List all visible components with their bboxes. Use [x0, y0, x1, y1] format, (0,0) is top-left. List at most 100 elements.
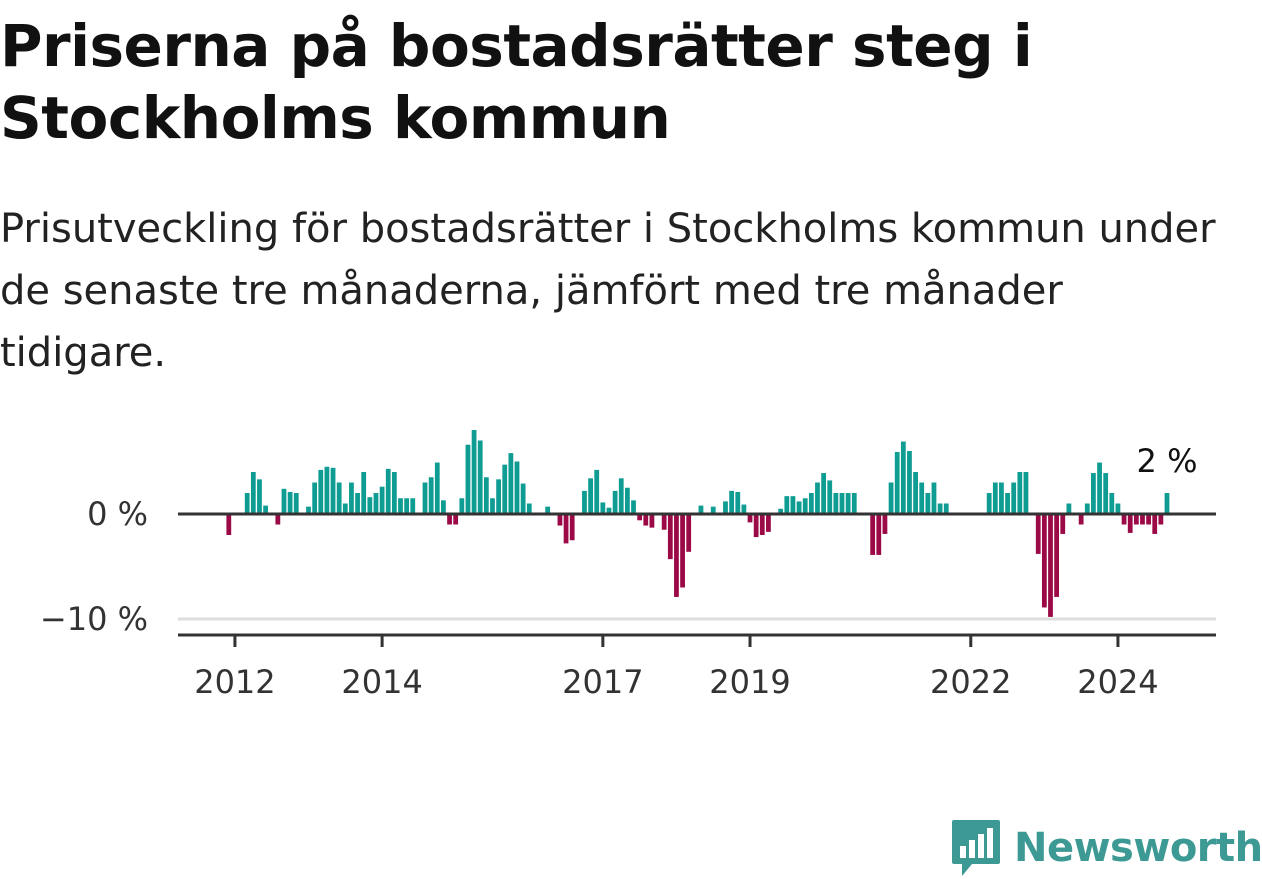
bar [759, 514, 765, 535]
x-tick-label: 2024 [1077, 663, 1158, 701]
bar [391, 472, 397, 514]
bar [808, 493, 814, 514]
bar [815, 482, 820, 514]
bar [287, 491, 293, 514]
bar [441, 500, 446, 514]
newsworthy-logo-icon [952, 820, 1000, 876]
bar [876, 514, 882, 555]
bar [882, 514, 888, 534]
bar [244, 493, 250, 514]
bar [833, 493, 839, 514]
x-axis: 2012 2014 2017 2019 2022 2024 [194, 635, 1159, 701]
bar [1152, 514, 1158, 534]
bar [1133, 514, 1139, 525]
bar [888, 482, 894, 514]
bar [398, 498, 403, 514]
bar [1109, 493, 1115, 514]
bar [508, 453, 514, 514]
bar [293, 493, 299, 514]
bar [318, 469, 324, 514]
bar [1158, 514, 1164, 525]
bar [729, 490, 735, 514]
bar [1164, 493, 1170, 514]
last-value-label: 2 % [1137, 442, 1198, 480]
bar [667, 514, 673, 560]
bar [379, 486, 385, 514]
bar-chart: 0 % −10 % 2012 2014 2017 2019 2022 2024 2 % [40, 430, 1216, 701]
bar [1005, 493, 1010, 514]
bar [275, 514, 281, 525]
bar [257, 479, 262, 514]
bar [545, 506, 551, 514]
bar [342, 503, 348, 514]
bar [373, 493, 379, 514]
bar [1140, 514, 1145, 525]
bar [631, 500, 636, 514]
bar [778, 508, 784, 514]
bar [404, 498, 410, 514]
bar [992, 482, 998, 514]
bar [821, 473, 826, 514]
bar [1017, 472, 1023, 514]
bar [796, 501, 802, 514]
chart-subtitle: Prisutveckling för bostadsrätter i Stock… [0, 206, 1216, 376]
bar [226, 514, 232, 535]
bar [483, 477, 489, 514]
bar [735, 491, 741, 514]
bar [686, 514, 692, 552]
bar [600, 502, 606, 514]
bar [1146, 514, 1151, 525]
bar [925, 493, 931, 514]
bar [1115, 503, 1121, 514]
bar [250, 472, 256, 514]
bar [1127, 514, 1133, 533]
bar [1078, 514, 1084, 525]
bar [845, 493, 851, 514]
bar [870, 514, 876, 555]
bar [422, 482, 428, 514]
bar [986, 493, 992, 514]
bar [306, 506, 311, 514]
bar [465, 444, 471, 514]
bar [1103, 473, 1109, 514]
bar-group [226, 430, 1170, 617]
chart-title: Priserna på bostadsrätter steg i Stockho… [0, 12, 1033, 152]
bar [624, 487, 630, 514]
bar [851, 493, 857, 514]
bar [502, 464, 508, 514]
bar [496, 479, 501, 514]
bar [1054, 514, 1060, 597]
bar [330, 467, 336, 514]
bar [582, 490, 587, 514]
bar [1121, 514, 1127, 525]
x-tick-label: 2012 [194, 663, 275, 701]
bar [827, 480, 833, 514]
bar [514, 461, 520, 514]
bar [520, 483, 526, 514]
bar [839, 493, 845, 514]
y-tick-label: −10 % [40, 600, 148, 638]
bar [385, 468, 391, 514]
bar [594, 469, 600, 514]
bar [324, 466, 330, 514]
bar [361, 472, 367, 514]
bar [1035, 514, 1041, 554]
bar [612, 490, 618, 514]
bar [680, 514, 685, 588]
bar [1060, 514, 1066, 534]
y-axis: 0 % −10 % [40, 495, 148, 638]
bar [943, 503, 949, 514]
bar [790, 496, 796, 514]
bar [900, 441, 906, 514]
bar [367, 497, 373, 514]
bar [1091, 473, 1096, 514]
bar [931, 482, 937, 514]
bar [1023, 472, 1029, 514]
bar [459, 498, 465, 514]
bar [999, 482, 1004, 514]
bar [471, 430, 477, 514]
bar [937, 503, 943, 514]
bar [557, 514, 563, 526]
bar [588, 478, 593, 514]
bar [618, 478, 624, 514]
